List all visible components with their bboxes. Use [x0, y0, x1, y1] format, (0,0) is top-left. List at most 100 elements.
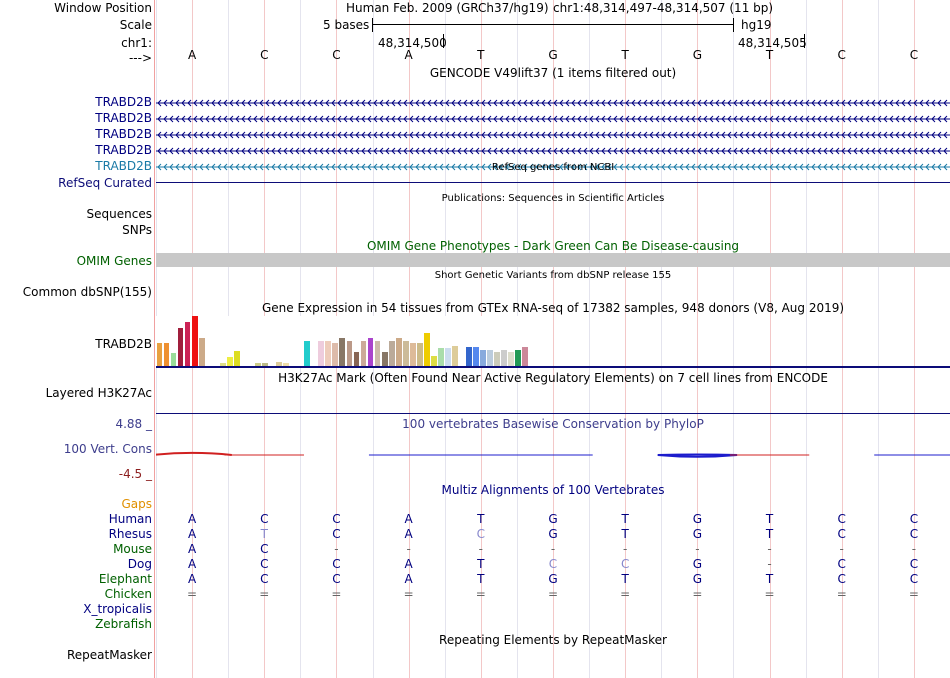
multiz-species-label[interactable]: X_tropicalis [83, 602, 152, 616]
gtex-tissue-bar[interactable] [473, 347, 479, 366]
multiz-track-title[interactable]: Multiz Alignments of 100 Vertebrates [441, 483, 665, 497]
gtex-track-label[interactable]: TRABD2B [95, 337, 152, 351]
strand-arrow [889, 99, 894, 107]
gtex-tissue-bar[interactable] [304, 341, 311, 366]
dbsnp-track-label[interactable]: Common dbSNP(155) [22, 285, 152, 299]
omim-track-title[interactable]: OMIM Gene Phenotypes - Dark Green Can Be… [366, 239, 740, 253]
gtex-tissue-bar[interactable] [353, 352, 360, 366]
multiz-species-label[interactable]: Chicken [104, 587, 152, 601]
strand-arrow [745, 115, 750, 123]
gencode-gene-model[interactable] [156, 130, 950, 140]
refseq-track-label[interactable]: RefSeq Curated [58, 176, 152, 190]
publications-snps-label[interactable]: SNPs [122, 223, 152, 237]
gtex-tissue-bar[interactable] [430, 356, 437, 366]
gencode-track-title[interactable]: GENCODE V49lift37 (1 items filtered out) [429, 66, 677, 80]
gtex-tissue-bar[interactable] [437, 348, 444, 366]
phylop-track-label[interactable]: 100 Vert. Cons [63, 442, 152, 456]
gencode-gene-model[interactable] [156, 162, 950, 172]
h3k27ac-track-title[interactable]: H3K27Ac Mark (Often Found Near Active Re… [278, 371, 828, 385]
phylop-plot[interactable] [156, 430, 950, 480]
repeatmasker-track-title[interactable]: Repeating Elements by RepeatMasker [439, 633, 667, 647]
gtex-tissue-bar[interactable] [466, 347, 472, 366]
omim-track-label[interactable]: OMIM Genes [76, 254, 152, 268]
gencode-item-label[interactable]: TRABD2B [95, 143, 152, 157]
multiz-species-label[interactable]: Dog [127, 557, 152, 571]
gtex-tissue-bar[interactable] [255, 363, 261, 366]
gtex-tissue-bar[interactable] [501, 350, 508, 366]
gtex-tissue-bar[interactable] [318, 341, 325, 366]
strand-arrow [625, 99, 630, 107]
gtex-tissue-bar[interactable] [452, 346, 458, 366]
gtex-tissue-bar[interactable] [262, 363, 268, 366]
gtex-tissue-bar[interactable] [423, 333, 430, 366]
multiz-species-label[interactable]: Zebrafish [95, 617, 152, 631]
gtex-tissue-bar[interactable] [480, 350, 487, 366]
strand-arrow [739, 163, 744, 171]
publications-track-title[interactable]: Publications: Sequences in Scientific Ar… [441, 193, 665, 204]
position-text[interactable]: chr1:48,314,497-48,314,507 (11 bp) [553, 1, 774, 15]
direction-arrow-label[interactable]: ---> [128, 51, 152, 65]
omim-gene-bar[interactable] [156, 253, 950, 267]
gtex-tissue-bar[interactable] [388, 341, 395, 366]
gencode-gene-model[interactable] [156, 146, 950, 156]
gtex-tissue-bar[interactable] [374, 341, 381, 366]
gtex-tissue-bar[interactable] [515, 350, 522, 366]
multiz-gaps-label[interactable]: Gaps [121, 497, 152, 511]
strand-arrow [583, 99, 588, 107]
multiz-species-label[interactable]: Rhesus [108, 527, 152, 541]
gtex-tissue-bar[interactable] [191, 316, 198, 366]
gtex-bar-chart[interactable] [156, 316, 536, 366]
gtex-tissue-bar[interactable] [346, 341, 353, 366]
strand-arrow [199, 115, 204, 123]
gtex-tissue-bar[interactable] [198, 338, 205, 366]
publications-sequences-label[interactable]: Sequences [86, 207, 152, 221]
strand-arrow [439, 115, 444, 123]
gtex-tissue-bar[interactable] [339, 338, 346, 366]
gtex-tissue-bar[interactable] [219, 363, 226, 366]
gtex-tissue-bar[interactable] [487, 350, 494, 366]
strand-arrow [655, 147, 660, 155]
dbsnp-track-title[interactable]: Short Genetic Variants from dbSNP releas… [434, 270, 672, 281]
gtex-tissue-bar[interactable] [409, 343, 416, 366]
gtex-tissue-bar[interactable] [381, 352, 388, 366]
gtex-tissue-bar[interactable] [156, 343, 163, 366]
gtex-tissue-bar[interactable] [177, 328, 184, 366]
multiz-species-label[interactable]: Elephant [98, 572, 152, 586]
gtex-tissue-bar[interactable] [163, 343, 170, 366]
gtex-tissue-bar[interactable] [233, 351, 240, 366]
gtex-tissue-bar[interactable] [522, 347, 529, 366]
gtex-tissue-bar[interactable] [494, 352, 501, 366]
gtex-tissue-bar[interactable] [325, 341, 332, 366]
gtex-tissue-bar[interactable] [416, 343, 423, 366]
gencode-gene-model[interactable] [156, 114, 950, 124]
multiz-species-label[interactable]: Human [108, 512, 152, 526]
gencode-item-label[interactable]: TRABD2B [95, 159, 152, 173]
gtex-tissue-bar[interactable] [283, 363, 289, 366]
gtex-tissue-bar[interactable] [360, 341, 367, 366]
refseq-gene-line[interactable] [156, 182, 950, 183]
strand-arrow [451, 99, 456, 107]
strand-arrow [835, 147, 840, 155]
gtex-tissue-bar[interactable] [367, 338, 374, 366]
gencode-item-label[interactable]: TRABD2B [95, 127, 152, 141]
gtex-tissue-bar[interactable] [395, 338, 402, 366]
gencode-item-label[interactable]: TRABD2B [95, 111, 152, 125]
refseq-track-title[interactable]: RefSeq genes from NCBI [491, 162, 615, 173]
gtex-tissue-bar[interactable] [226, 357, 233, 366]
gtex-track-title[interactable]: Gene Expression in 54 tissues from GTEx … [261, 301, 845, 315]
gencode-item-label[interactable]: TRABD2B [95, 95, 152, 109]
gencode-gene-model[interactable] [156, 98, 950, 108]
multiz-species-label[interactable]: Mouse [113, 542, 152, 556]
gtex-tissue-bar[interactable] [170, 353, 177, 366]
gtex-tissue-bar[interactable] [276, 362, 282, 366]
gtex-tissue-bar[interactable] [445, 348, 451, 366]
h3k27ac-track-label[interactable]: Layered H3K27Ac [45, 386, 152, 400]
phylop-track-title[interactable]: 100 vertebrates Basewise Conservation by… [402, 417, 704, 431]
gtex-tissue-bar[interactable] [508, 352, 515, 366]
gtex-tissue-bar[interactable] [184, 322, 191, 366]
repeatmasker-track-label[interactable]: RepeatMasker [66, 648, 152, 662]
gtex-tissue-bar[interactable] [402, 341, 409, 366]
strand-arrow [583, 163, 588, 171]
strand-arrow [223, 131, 228, 139]
gtex-tissue-bar[interactable] [332, 343, 339, 366]
